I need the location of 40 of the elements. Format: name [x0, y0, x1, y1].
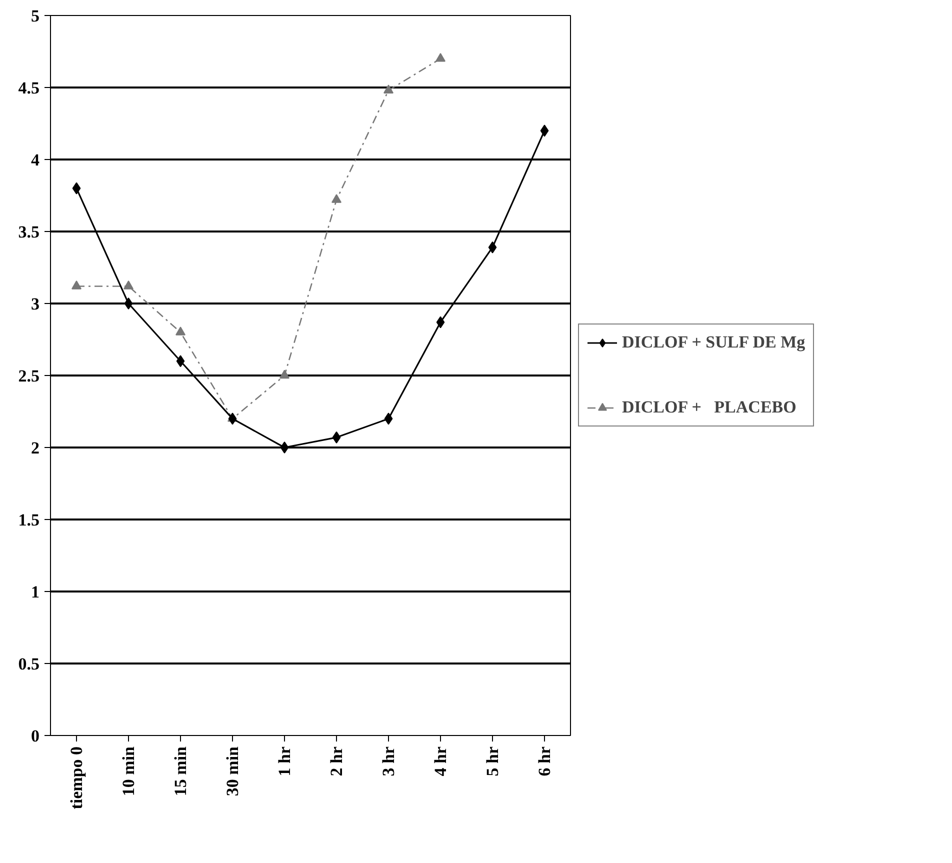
point	[72, 280, 82, 290]
x-tick-label: 5 hr	[483, 746, 502, 776]
y-tick-label: 2	[31, 438, 40, 458]
point	[436, 53, 446, 62]
y-tick-label: 0	[31, 726, 40, 746]
x-tick-label: 6 hr	[535, 746, 554, 776]
x-tick-label: 15 min	[171, 746, 190, 796]
x-tick-label: 1 hr	[275, 746, 294, 776]
point	[540, 124, 549, 137]
point	[332, 194, 342, 203]
point	[176, 355, 185, 368]
point	[124, 280, 134, 290]
y-tick-label: 5	[31, 6, 40, 26]
x-tick-label: 10 min	[119, 746, 138, 796]
point	[124, 298, 133, 310]
y-tick-label: 3	[31, 294, 40, 314]
point	[488, 241, 497, 254]
point	[72, 182, 81, 194]
x-tick-label: tiempo 0	[67, 746, 86, 810]
x-tick-label: 2 hr	[327, 746, 346, 776]
point	[280, 370, 290, 379]
point	[384, 84, 394, 94]
y-tick-label: 1.5	[18, 510, 40, 530]
point	[436, 316, 445, 328]
legend-label: DICLOF + SULF DE Mg	[622, 332, 806, 352]
y-tick-label: 3.5	[18, 222, 40, 242]
y-tick-label: 2.5	[18, 366, 40, 386]
x-tick-label: 4 hr	[431, 746, 450, 776]
y-tick-label: 0.5	[18, 654, 40, 674]
y-tick-label: 4	[31, 150, 40, 170]
y-tick-label: 4.5	[18, 78, 40, 98]
x-tick-label: 3 hr	[379, 746, 398, 776]
y-tick-label: 1	[31, 582, 40, 602]
point	[332, 431, 341, 444]
point	[176, 326, 186, 336]
legend-label: DICLOF + PLACEBO	[622, 398, 796, 418]
point	[228, 412, 237, 425]
point	[280, 442, 289, 454]
point	[384, 412, 393, 425]
x-tick-label: 30 min	[223, 746, 242, 796]
